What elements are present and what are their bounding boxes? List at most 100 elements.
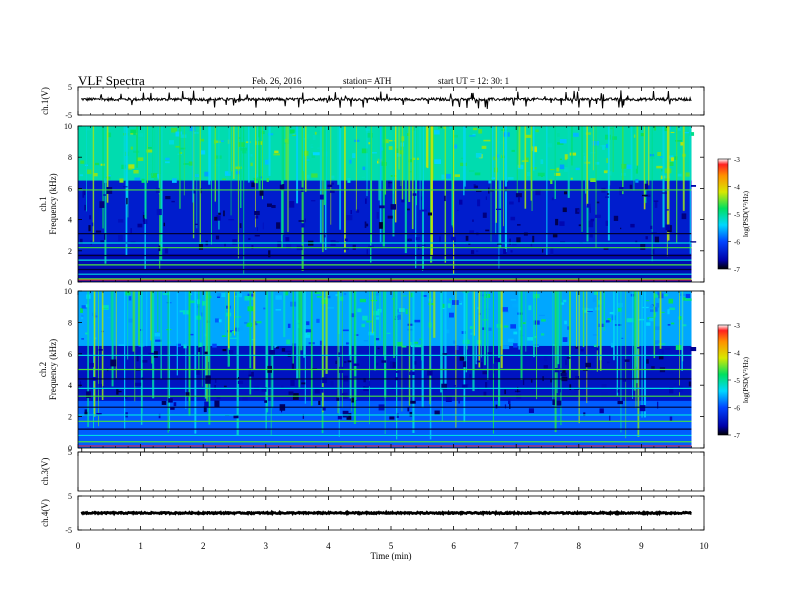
- quiet-patch: [366, 249, 368, 256]
- spectral-texture: [93, 173, 98, 177]
- spectral-texture: [603, 170, 610, 174]
- sferic-streak: [228, 126, 231, 174]
- sferic-streak: [421, 291, 423, 361]
- spectral-texture: [527, 171, 531, 177]
- quiet-patch: [601, 384, 607, 389]
- quiet-patch: [198, 347, 201, 353]
- sferic-streak: [556, 291, 558, 393]
- quiet-patch: [285, 350, 291, 353]
- sferic-streak: [667, 126, 670, 241]
- quiet-patch: [607, 193, 610, 195]
- quiet-patch: [79, 238, 83, 244]
- spectral-texture: [225, 310, 230, 313]
- quiet-patch: [193, 189, 196, 194]
- spectral-texture: [365, 128, 372, 132]
- quiet-patch: [353, 363, 360, 366]
- spectral-texture: [452, 300, 459, 305]
- spectral-texture: [347, 178, 351, 183]
- sferic-streak: [490, 126, 492, 242]
- quiet-patch: [407, 407, 410, 412]
- spectral-texture: [327, 307, 334, 309]
- spectral-texture: [373, 293, 380, 296]
- spectral-texture: [304, 159, 310, 161]
- spectral-texture: [213, 164, 221, 167]
- quiet-patch: [158, 245, 161, 252]
- sferic-streak: [214, 126, 216, 202]
- sferic-streak: [167, 291, 169, 433]
- sferic-streak: [208, 126, 211, 185]
- spectral-texture: [562, 337, 568, 342]
- quiet-patch: [271, 205, 276, 209]
- spectral-texture: [525, 134, 533, 138]
- spectral-texture: [678, 316, 681, 320]
- quiet-patch: [304, 218, 306, 223]
- quiet-patch: [642, 194, 648, 197]
- quiet-patch: [475, 250, 479, 252]
- quiet-patch: [465, 235, 469, 241]
- spectral-texture: [412, 127, 417, 131]
- quiet-patch: [601, 392, 608, 399]
- spectral-texture: [449, 298, 452, 301]
- quiet-patch: [544, 355, 548, 362]
- spectral-texture: [368, 331, 376, 336]
- sferic-streak: [552, 291, 554, 406]
- quiet-patch: [595, 214, 601, 218]
- quiet-patch: [637, 347, 640, 349]
- spectral-texture: [469, 170, 475, 172]
- spectral-texture: [528, 305, 532, 311]
- sferic-streak: [444, 291, 447, 389]
- quiet-patch: [288, 391, 294, 395]
- quiet-patch: [562, 369, 566, 374]
- spectral-texture: [264, 159, 271, 165]
- sferic-streak: [351, 291, 352, 412]
- spectral-texture: [275, 309, 282, 311]
- quiet-patch: [619, 187, 624, 192]
- spectral-texture: [354, 139, 360, 142]
- spectral-texture: [511, 149, 515, 152]
- quiet-patch: [80, 381, 82, 388]
- quiet-patch: [261, 387, 267, 392]
- spectral-texture: [675, 345, 682, 350]
- spectral-texture: [483, 294, 491, 298]
- sferic-streak: [596, 291, 598, 372]
- spectral-texture: [175, 131, 182, 137]
- spectral-texture: [188, 333, 194, 336]
- quiet-patch: [414, 361, 417, 365]
- quiet-patch: [661, 192, 667, 194]
- spectral-texture: [240, 325, 244, 331]
- quiet-patch: [368, 245, 374, 248]
- quiet-patch: [268, 250, 271, 258]
- quiet-patch: [364, 221, 367, 228]
- sferic-streak: [498, 291, 501, 406]
- quiet-patch: [204, 351, 208, 355]
- sferic-streak: [204, 291, 207, 399]
- sferic-streak: [440, 291, 443, 393]
- spectral-texture: [196, 291, 200, 295]
- spectral-texture: [215, 318, 219, 323]
- sferic-streak: [681, 291, 683, 371]
- spectral-texture: [176, 343, 181, 348]
- sferic-streak: [408, 126, 411, 202]
- sferic-streak: [425, 126, 428, 168]
- spectral-texture: [405, 309, 408, 315]
- sferic-streak: [292, 291, 294, 370]
- sferic-streak: [392, 126, 394, 194]
- quiet-patch: [366, 223, 369, 227]
- quiet-patch: [311, 200, 316, 202]
- spectral-texture: [183, 163, 191, 165]
- sferic-streak: [168, 291, 171, 431]
- spectral-texture: [500, 129, 508, 131]
- quiet-patch: [422, 244, 426, 246]
- spectral-texture: [541, 333, 545, 336]
- sferic-streak: [398, 126, 400, 170]
- spectral-texture: [362, 315, 368, 321]
- quiet-patch: [298, 220, 305, 222]
- spectral-texture: [409, 342, 412, 346]
- quiet-patch: [377, 355, 380, 359]
- quiet-patch: [331, 182, 334, 185]
- spectral-texture: [389, 140, 396, 142]
- spectral-texture: [537, 172, 545, 177]
- sferic-streak: [188, 291, 191, 416]
- quiet-patch: [215, 379, 217, 383]
- spectral-texture: [501, 307, 508, 312]
